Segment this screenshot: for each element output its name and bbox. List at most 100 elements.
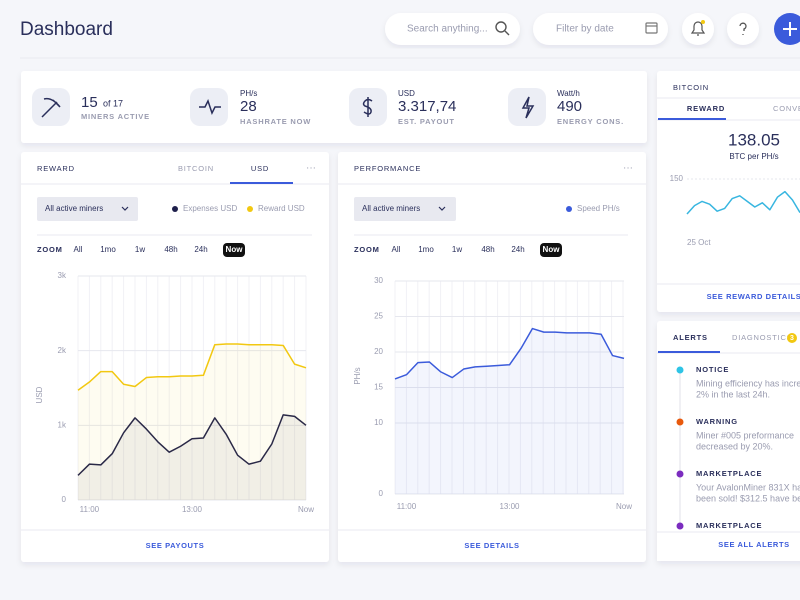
alert-list: NOTICE Mining efficiency has increased2% …: [676, 365, 800, 530]
y-tick-label: 15: [374, 383, 383, 392]
zoom-option[interactable]: 24h: [194, 245, 207, 254]
legend-label: Speed PH/s: [577, 204, 620, 213]
performance-card: [338, 152, 646, 562]
stat-value: 15: [81, 94, 98, 111]
legend-label: Expenses USD: [183, 204, 237, 213]
y-tick-label: 0: [62, 495, 67, 504]
tab-active[interactable]: REWARD: [687, 104, 725, 113]
zoom-option[interactable]: 24h: [511, 245, 524, 254]
alert-text: decreased by 20%.: [696, 441, 773, 451]
zoom-option[interactable]: 1w: [452, 245, 462, 254]
zoom-option[interactable]: Now: [543, 245, 561, 254]
miner-select[interactable]: [37, 197, 138, 221]
alert-text: Your AvalonMiner 831X has: [696, 482, 800, 492]
search-placeholder: Search anything...: [407, 24, 488, 35]
series-line: [77, 414, 307, 476]
date-filter[interactable]: [533, 13, 668, 45]
x-tick-label: 13:00: [182, 505, 203, 514]
dollar-icon: [362, 97, 373, 117]
card-link[interactable]: SEE REWARD DETAILS: [707, 292, 800, 301]
card-link[interactable]: SEE PAYOUTS: [146, 541, 205, 550]
tab[interactable]: CONVERSION: [773, 104, 800, 113]
zoom-label: ZOOM: [37, 245, 63, 254]
alert-dot: [676, 522, 684, 530]
select-text: All active miners: [45, 204, 103, 213]
alert-title: MARKETPLACE: [696, 521, 762, 530]
y-tick-label: 30: [374, 276, 383, 285]
alert-dot: [676, 366, 684, 374]
stats-card: [21, 71, 647, 143]
card-link[interactable]: SEE ALL ALERTS: [718, 540, 789, 549]
page-title: Dashboard: [20, 19, 113, 40]
badge-count: 3: [790, 335, 794, 342]
alert-dot: [676, 418, 684, 426]
card-title: REWARD: [37, 164, 75, 173]
tab[interactable]: DIAGNOSTICS: [732, 333, 792, 342]
legend-dot: [172, 206, 178, 212]
more-menu[interactable]: ···: [623, 163, 633, 174]
footer-bg: [657, 532, 800, 561]
tab-active[interactable]: USD: [251, 164, 269, 173]
alert-text: 2% in the last 24h.: [696, 389, 770, 399]
y-tick-label: 3k: [58, 271, 67, 280]
area-fill: [78, 414, 306, 500]
series-line: [686, 190, 800, 215]
series-line: [394, 327, 625, 380]
card-link[interactable]: SEE DETAILS: [464, 541, 519, 550]
notifications-button[interactable]: [682, 13, 714, 45]
alert-title: MARKETPLACE: [696, 469, 762, 478]
chevron: [438, 206, 446, 211]
reward-card: [21, 152, 329, 562]
stat-glyphs: [41, 96, 535, 119]
select-text: All active miners: [362, 204, 420, 213]
plus-icon: [783, 22, 797, 36]
stat-value: 3.317,74: [398, 98, 456, 115]
help-button[interactable]: [727, 13, 759, 45]
bitcoin-card: [657, 71, 800, 312]
zoom-option[interactable]: Now: [226, 245, 244, 254]
zoom-option[interactable]: 1mo: [418, 245, 434, 254]
stat-total: of 17: [103, 98, 123, 108]
stat-icon-bg: [508, 88, 546, 126]
y-tick-label: 0: [379, 489, 384, 498]
zoom-option[interactable]: All: [74, 245, 83, 254]
y-tick-label: 1k: [58, 420, 67, 429]
help-icon: [739, 22, 747, 35]
energy-icon: [521, 96, 535, 119]
search-box[interactable]: [385, 13, 520, 45]
search-icon[interactable]: [495, 21, 510, 36]
zoom-option[interactable]: 1mo: [100, 245, 116, 254]
zoom-option[interactable]: 48h: [164, 245, 177, 254]
stat-label: MINERS ACTIVE: [81, 112, 150, 121]
tab[interactable]: BITCOIN: [178, 164, 214, 173]
zoom-label: ZOOM: [354, 245, 380, 254]
x-tick-label: 11:00: [80, 505, 100, 514]
bell-icon: [690, 21, 706, 36]
stat-label: ENERGY CONS.: [557, 117, 624, 126]
series-line: [77, 343, 307, 391]
badge: [787, 333, 797, 343]
miner-select[interactable]: [354, 197, 456, 221]
more-menu[interactable]: ···: [306, 163, 316, 174]
stat-value: 28: [240, 98, 257, 115]
zoom-option[interactable]: 1w: [135, 245, 145, 254]
zoom-active[interactable]: [540, 243, 562, 257]
pulse-icon: [199, 99, 221, 115]
y-tick-label: 2k: [58, 346, 67, 355]
y-tick-label: 150: [670, 174, 684, 183]
tab-active[interactable]: ALERTS: [673, 333, 708, 342]
pickaxe-icon: [41, 97, 61, 118]
card-title: PERFORMANCE: [354, 164, 421, 173]
calendar-icon[interactable]: [645, 22, 658, 34]
zoom-option[interactable]: All: [392, 245, 401, 254]
stat-icon-bg: [190, 88, 228, 126]
zoom-option[interactable]: 48h: [481, 245, 494, 254]
chevron: [121, 206, 129, 211]
zoom-active[interactable]: [223, 243, 245, 257]
alert-text: been sold! $312.5 have been: [696, 493, 800, 503]
alerts-card: [657, 321, 800, 561]
legend-dot: [247, 206, 253, 212]
alert-text: Mining efficiency has increased: [696, 378, 800, 388]
y-tick-label: 25: [374, 312, 383, 321]
card-title: BITCOIN: [673, 83, 709, 92]
